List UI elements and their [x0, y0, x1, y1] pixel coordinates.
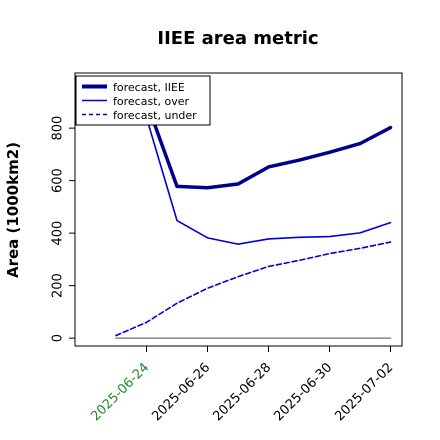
x-tick-label: 2025-07-02	[332, 360, 396, 424]
series-line-under	[115, 241, 392, 337]
y-axis-label: Area (1000km2)	[4, 142, 22, 278]
series-layer	[115, 100, 393, 339]
series-line-over	[145, 116, 392, 245]
x-tick-label: 2025-06-30	[271, 360, 335, 424]
x-axis: 2025-06-242025-06-262025-06-282025-06-30…	[88, 346, 396, 424]
legend: forecast, IIEE forecast, over forecast, …	[75, 75, 211, 126]
legend-label-iiee: forecast, IIEE	[113, 81, 185, 94]
y-tick-label: 400	[51, 221, 66, 246]
legend-label-under: forecast, under	[113, 109, 197, 122]
y-tick-label: 600	[51, 168, 66, 193]
legend-label-over: forecast, over	[113, 95, 189, 108]
chart-title: IIEE area metric	[157, 28, 318, 49]
y-axis: 0 200 400 600 800	[51, 116, 75, 342]
y-tick-label: 800	[51, 116, 66, 141]
y-tick-label: 200	[51, 273, 66, 298]
series-line-iiee	[144, 100, 393, 190]
y-tick-label: 0	[51, 334, 66, 342]
x-tick-label: 2025-06-28	[210, 360, 274, 424]
x-tick-label: 2025-06-26	[149, 360, 213, 424]
plot-area	[74, 72, 403, 347]
x-tick-label: 2025-06-24	[88, 360, 152, 424]
